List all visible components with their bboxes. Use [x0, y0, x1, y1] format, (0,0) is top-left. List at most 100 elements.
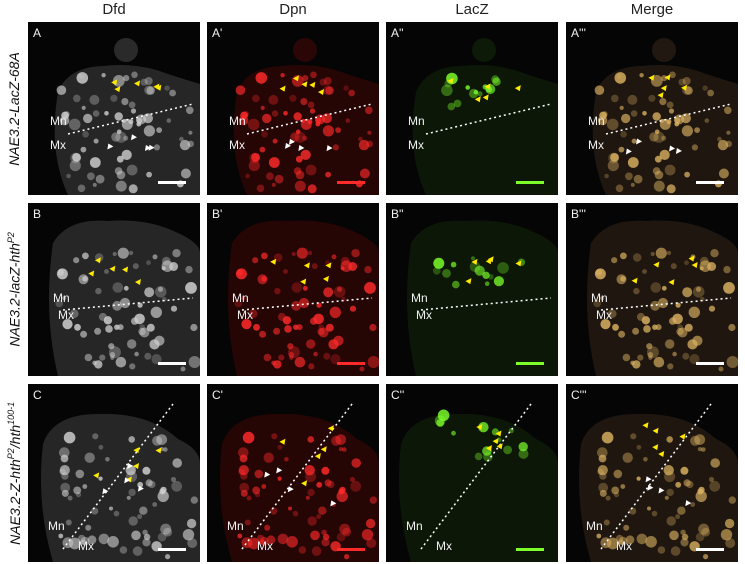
panel-label: A: [33, 26, 42, 40]
cell-nucleus: [307, 488, 315, 497]
micrograph-image: [49, 220, 200, 376]
micrograph-image: [219, 403, 379, 562]
mn-label: Mn: [591, 291, 608, 305]
scale-bar: [337, 181, 365, 184]
cell-nucleus: [74, 323, 81, 331]
cell-nucleus: [708, 305, 716, 312]
cell-nucleus: [73, 486, 82, 495]
cell-nucleus: [129, 363, 136, 370]
cell-nucleus: [266, 535, 276, 545]
cell-nucleus: [258, 74, 263, 79]
cell-nucleus: [607, 160, 619, 172]
cell-nucleus: [654, 129, 660, 135]
cell-nucleus: [598, 454, 607, 463]
cell-nucleus: [646, 343, 653, 350]
cell-nucleus: [710, 249, 719, 258]
cell-nucleus: [144, 287, 155, 298]
cell-nucleus: [688, 306, 700, 318]
cell-nucleus: [236, 269, 243, 276]
cell-nucleus: [108, 343, 115, 350]
cell-nucleus: [316, 514, 322, 520]
cell-nucleus: [647, 352, 654, 358]
scale-bar: [158, 362, 186, 365]
cell-nucleus: [338, 447, 343, 452]
panel-a-dfd: A Mn Mx: [28, 22, 200, 195]
cell-nucleus: [237, 533, 243, 539]
column-title-merge: Merge: [630, 1, 674, 18]
cell-nucleus: [156, 127, 163, 133]
cell-nucleus: [62, 296, 67, 301]
mx-label: Mx: [616, 539, 632, 553]
cell-nucleus: [273, 327, 281, 335]
cell-nucleus: [630, 433, 637, 440]
cell-nucleus: [140, 78, 148, 86]
cell-nucleus: [81, 105, 86, 110]
cell-nucleus: [718, 366, 724, 372]
cell-nucleus: [305, 164, 317, 176]
cell-nucleus: [188, 356, 200, 368]
cell-nucleus: [593, 299, 601, 308]
cell-nucleus: [270, 507, 278, 515]
mn-label: Mn: [50, 114, 67, 128]
panel-c-lacz: C'' Mn Mx: [386, 384, 558, 562]
cell-nucleus: [59, 447, 70, 458]
arrowhead: [681, 84, 688, 91]
cell-nucleus: [668, 108, 675, 114]
cell-nucleus: [271, 360, 276, 366]
cell-nucleus: [342, 527, 352, 537]
arrowhead: [652, 444, 659, 451]
cell-nucleus: [268, 94, 279, 105]
cell-nucleus: [142, 466, 151, 475]
panel-b-dfd: B Mn Mx: [28, 203, 200, 376]
cell-nucleus: [643, 457, 648, 462]
arrowhead: [144, 144, 151, 151]
cell-nucleus: [95, 174, 105, 184]
cell-nucleus: [115, 131, 127, 143]
cell-nucleus: [271, 182, 276, 187]
cell-nucleus: [327, 480, 335, 489]
arrowhead: [318, 88, 325, 95]
cell-nucleus: [465, 85, 470, 90]
cell-nucleus: [172, 458, 182, 468]
cell-nucleus: [717, 136, 722, 142]
cell-nucleus: [682, 287, 693, 298]
cell-nucleus: [361, 529, 374, 541]
cell-nucleus: [104, 269, 109, 274]
cell-nucleus: [601, 431, 614, 444]
cell-nucleus: [358, 139, 370, 151]
row-label-a: NAE3.2-LacZ-68A: [0, 22, 28, 195]
arrowhead: [301, 81, 308, 88]
cell-nucleus: [319, 78, 327, 86]
cell-nucleus: [604, 173, 609, 179]
panel-label: C: [33, 388, 42, 402]
cell-nucleus: [262, 113, 272, 124]
arrowhead: [465, 278, 472, 285]
cell-nucleus: [335, 127, 341, 133]
cell-nucleus: [271, 433, 278, 440]
cell-nucleus: [92, 182, 97, 187]
cell-nucleus: [169, 262, 179, 271]
cell-nucleus: [709, 480, 721, 492]
cell-nucleus: [59, 465, 70, 476]
cell-nucleus: [286, 536, 298, 548]
cell-nucleus: [302, 285, 308, 291]
scale-bar: [696, 548, 724, 551]
scale-bar: [516, 362, 544, 365]
cell-nucleus: [138, 327, 146, 336]
arrowhead: [495, 430, 502, 437]
arrowhead: [625, 148, 632, 155]
panel-a-merge: A''' Mn Mx: [566, 22, 738, 195]
cell-nucleus: [322, 113, 332, 124]
arrowhead: [133, 447, 140, 454]
cell-nucleus: [336, 532, 346, 542]
cell-nucleus: [653, 131, 665, 143]
cell-nucleus: [289, 94, 297, 102]
cell-nucleus: [58, 533, 64, 539]
mx-label: Mx: [229, 138, 245, 152]
cell-nucleus: [684, 323, 693, 332]
cell-nucleus: [675, 481, 682, 488]
cell-nucleus: [677, 506, 686, 515]
cell-nucleus: [651, 510, 658, 517]
micrograph-image: [40, 403, 200, 562]
cell-nucleus: [348, 89, 355, 97]
